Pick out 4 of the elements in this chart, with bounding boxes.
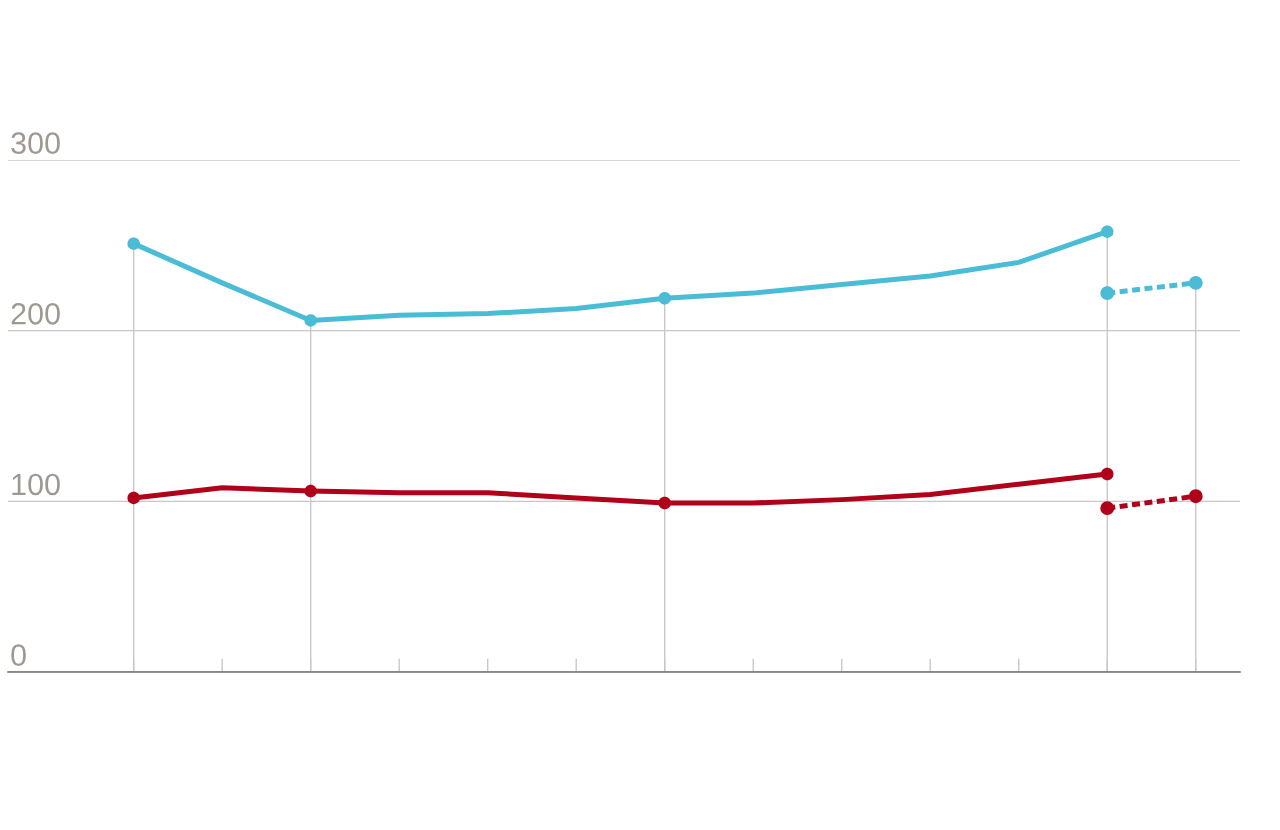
y-tick-label: 0 <box>11 644 26 666</box>
y-tick-label: 300 <box>11 132 60 154</box>
y-tick-label: 100 <box>12 473 60 496</box>
y-tick-label: 200 <box>11 302 60 325</box>
